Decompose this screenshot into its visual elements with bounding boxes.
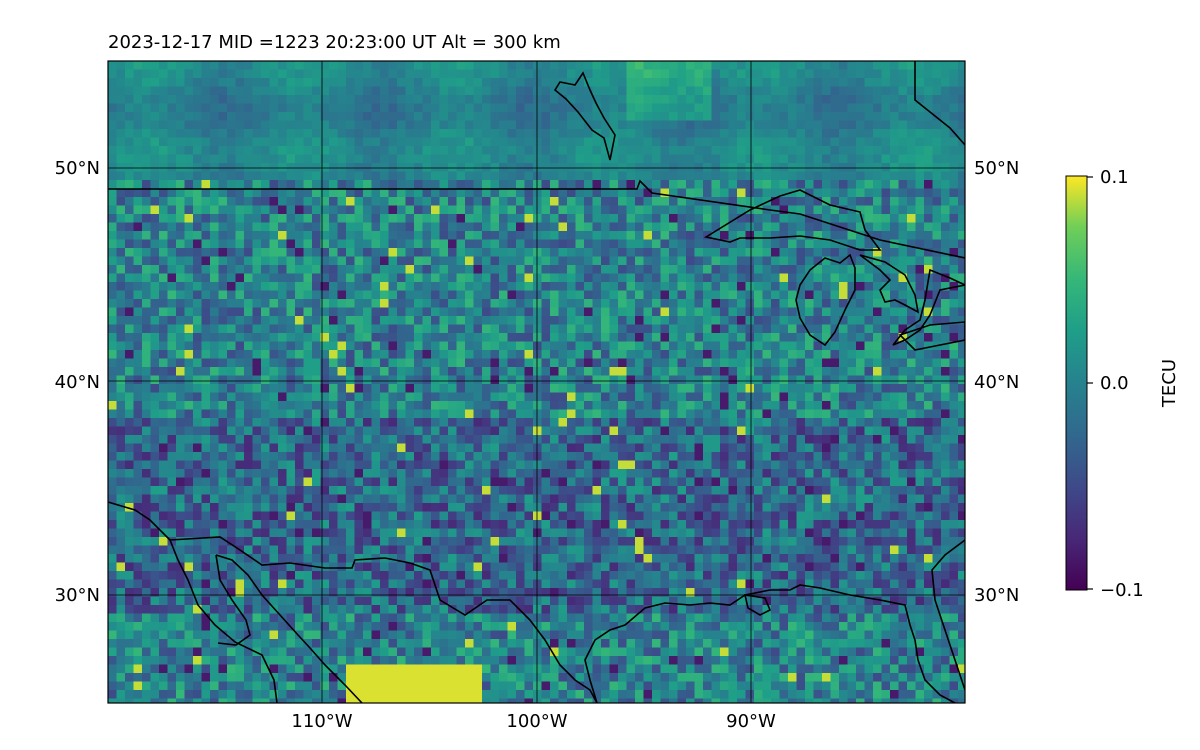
hudson-bay-coast	[553, 71, 616, 161]
us-canada-border	[108, 179, 965, 259]
lat-labels-left: 50°N 40°N 30°N	[55, 158, 100, 606]
gulf-california-west	[215, 554, 363, 703]
lake-michigan	[795, 253, 856, 347]
lon-label-110w: 110°W	[291, 711, 352, 732]
colorbar-tick-label-top: 0.1	[1100, 167, 1129, 188]
gulf-coast-texas	[584, 584, 919, 703]
florida-atlantic	[931, 539, 965, 691]
map-frame	[107, 60, 966, 704]
michigan-east	[892, 268, 965, 346]
lake-superior	[703, 189, 882, 251]
florida-west	[917, 659, 956, 703]
lat-label-left-40: 40°N	[55, 372, 100, 393]
coastlines	[108, 61, 965, 703]
lat-labels-right: 50°N 40°N 30°N	[974, 158, 1019, 606]
gulf-california-east	[215, 554, 251, 646]
colorbar: 0.1 0.0 −0.1 TECU	[1065, 167, 1180, 601]
gridlines	[108, 61, 965, 703]
lake-erie-ontario	[898, 321, 965, 351]
tec-heatmap	[108, 61, 965, 703]
map-title: 2023-12-17 MID =1223 20:23:00 UT Alt = 3…	[108, 32, 561, 53]
colorbar-gradient	[1065, 175, 1088, 591]
colorbar-label: TECU	[1159, 359, 1180, 408]
lat-label-right-40: 40°N	[974, 372, 1019, 393]
lon-label-90w: 90°W	[726, 711, 776, 732]
colorbar-tick-label-mid: 0.0	[1100, 373, 1129, 394]
lat-label-left-50: 50°N	[55, 158, 100, 179]
lake-huron	[859, 254, 920, 314]
lat-label-right-50: 50°N	[974, 158, 1019, 179]
baja-pacific	[108, 501, 278, 703]
map-area	[107, 60, 966, 704]
lat-label-left-30: 30°N	[55, 585, 100, 606]
lon-labels: 110°W 100°W 90°W	[291, 711, 776, 732]
hudson-bay-east	[914, 61, 965, 146]
colorbar-tick-label-bottom: −0.1	[1100, 580, 1144, 601]
louisiana-delta	[743, 594, 772, 616]
us-mexico-border	[169, 536, 598, 703]
lat-label-right-30: 30°N	[974, 585, 1019, 606]
lon-label-100w: 100°W	[506, 711, 567, 732]
